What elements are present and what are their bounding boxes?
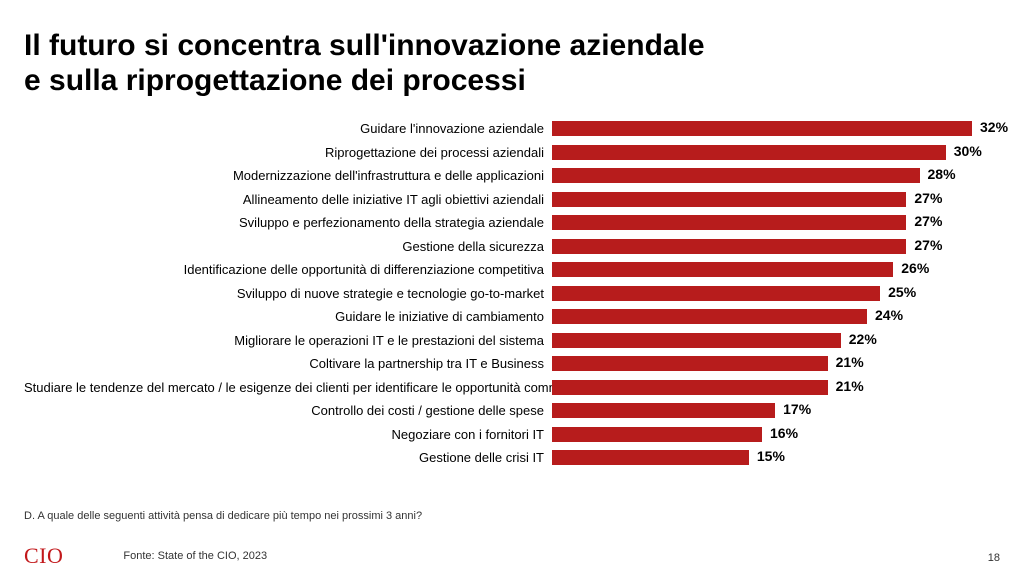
row-label: Riprogettazione dei processi aziendali: [24, 145, 552, 160]
bar-track: 16%: [552, 427, 972, 442]
bar-track: 27%: [552, 215, 972, 230]
row-label: Modernizzazione dell'infrastruttura e de…: [24, 168, 552, 183]
row-label: Migliorare le operazioni IT e le prestaz…: [24, 333, 552, 348]
bar-value: 24%: [867, 307, 903, 323]
bar-track: 25%: [552, 286, 972, 301]
bar-value: 17%: [775, 401, 811, 417]
chart-row: Sviluppo e perfezionamento della strateg…: [24, 211, 1000, 235]
row-label: Gestione delle crisi IT: [24, 450, 552, 465]
chart-row: Identificazione delle opportunità di dif…: [24, 258, 1000, 282]
row-label: Allineamento delle iniziative IT agli ob…: [24, 192, 552, 207]
bar: [552, 356, 828, 371]
row-label: Guidare le iniziative di cambiamento: [24, 309, 552, 324]
bar-value: 15%: [749, 448, 785, 464]
bar-value: 21%: [828, 378, 864, 394]
survey-question: D. A quale delle seguenti attività pensa…: [24, 510, 422, 522]
bar-track: 21%: [552, 380, 972, 395]
bar-track: 15%: [552, 450, 972, 465]
chart-row: Gestione della sicurezza 27%: [24, 234, 1000, 258]
row-label: Gestione della sicurezza: [24, 239, 552, 254]
chart-row: Migliorare le operazioni IT e le prestaz…: [24, 328, 1000, 352]
bar-value: 16%: [762, 425, 798, 441]
bar-value: 27%: [906, 237, 942, 253]
bar-value: 27%: [906, 190, 942, 206]
source-text: Fonte: State of the CIO, 2023: [123, 550, 267, 562]
bar-track: 30%: [552, 145, 972, 160]
bar: [552, 333, 841, 348]
bar: [552, 403, 775, 418]
bar-value: 27%: [906, 213, 942, 229]
chart-row: Negoziare con i fornitori IT 16%: [24, 422, 1000, 446]
chart-row: Riprogettazione dei processi aziendali30…: [24, 140, 1000, 164]
bar-value: 32%: [972, 119, 1008, 135]
bar: [552, 121, 972, 136]
page-number: 18: [988, 552, 1000, 564]
bar-track: 17%: [552, 403, 972, 418]
bar: [552, 309, 867, 324]
row-label: Controllo dei costi / gestione delle spe…: [24, 403, 552, 418]
row-label: Sviluppo di nuove strategie e tecnologie…: [24, 286, 552, 301]
bar: [552, 168, 920, 183]
row-label: Coltivare la partnership tra IT e Busine…: [24, 356, 552, 371]
chart-row: Coltivare la partnership tra IT e Busine…: [24, 352, 1000, 376]
row-label: Identificazione delle opportunità di dif…: [24, 262, 552, 277]
row-label: Guidare l'innovazione aziendale: [24, 121, 552, 136]
chart-row: Sviluppo di nuove strategie e tecnologie…: [24, 281, 1000, 305]
footer: CIO Fonte: State of the CIO, 2023: [0, 536, 1024, 576]
bar: [552, 450, 749, 465]
bar-track: 27%: [552, 192, 972, 207]
bar-value: 28%: [920, 166, 956, 182]
bar-track: 24%: [552, 309, 972, 324]
chart-row: Gestione delle crisi IT 15%: [24, 446, 1000, 470]
bar-track: 22%: [552, 333, 972, 348]
bar-value: 25%: [880, 284, 916, 300]
row-label: Negoziare con i fornitori IT: [24, 427, 552, 442]
bar-track: 26%: [552, 262, 972, 277]
bar: [552, 262, 893, 277]
bar: [552, 192, 906, 207]
chart-row: Guidare l'innovazione aziendale32%: [24, 117, 1000, 141]
bar-chart: Guidare l'innovazione aziendale32%Riprog…: [24, 117, 1000, 470]
bar-value: 26%: [893, 260, 929, 276]
slide-title: Il futuro si concentra sull'innovazione …: [24, 28, 1000, 99]
bar: [552, 286, 880, 301]
title-line-1: Il futuro si concentra sull'innovazione …: [24, 29, 705, 62]
bar-value: 21%: [828, 354, 864, 370]
chart-row: Studiare le tendenze del mercato / le es…: [24, 375, 1000, 399]
bar-track: 27%: [552, 239, 972, 254]
bar-value: 30%: [946, 143, 982, 159]
chart-row: Allineamento delle iniziative IT agli ob…: [24, 187, 1000, 211]
bar-track: 28%: [552, 168, 972, 183]
title-line-2: e sulla riprogettazione dei processi: [24, 64, 526, 97]
chart-row: Controllo dei costi / gestione delle spe…: [24, 399, 1000, 423]
bar: [552, 215, 906, 230]
bar: [552, 427, 762, 442]
bar-track: 32%: [552, 121, 972, 136]
bar: [552, 145, 946, 160]
chart-row: Modernizzazione dell'infrastruttura e de…: [24, 164, 1000, 188]
bar: [552, 380, 828, 395]
slide: Il futuro si concentra sull'innovazione …: [0, 0, 1024, 576]
row-label: Sviluppo e perfezionamento della strateg…: [24, 215, 552, 230]
chart-row: Guidare le iniziative di cambiamento 24%: [24, 305, 1000, 329]
bar-value: 22%: [841, 331, 877, 347]
bar-track: 21%: [552, 356, 972, 371]
bar: [552, 239, 906, 254]
row-label: Studiare le tendenze del mercato / le es…: [24, 380, 552, 395]
cio-logo: CIO: [24, 543, 63, 569]
